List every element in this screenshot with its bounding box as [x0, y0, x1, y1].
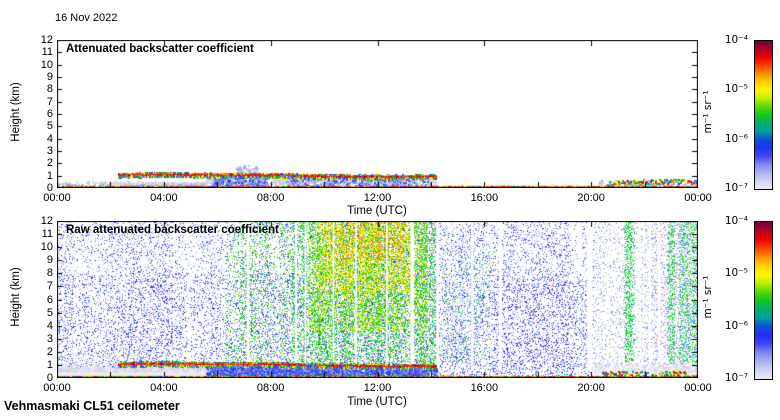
x-tick-label: 20:00: [577, 382, 605, 394]
date-label: 16 Nov 2022: [55, 12, 118, 24]
colorbar-top: [754, 40, 773, 190]
y-tick-label: 3: [46, 332, 53, 345]
y-tick-label: 1: [46, 169, 53, 182]
x-tick-label: 20:00: [577, 192, 605, 204]
y-tick-label: 0: [46, 372, 53, 384]
y-tick-label: 2: [46, 157, 53, 170]
raw-backscatter-heatmap: [57, 221, 698, 378]
x-axis-label-bottom: Time (UTC): [347, 396, 407, 408]
x-tick-label: 00:00: [684, 382, 712, 394]
raw-backscatter-panel: Raw attenuated backscatter coefficient: [57, 221, 698, 378]
y-tick-label: 1: [46, 358, 53, 371]
y-tick-label: 12: [40, 34, 53, 46]
attenuated-backscatter-heatmap: [57, 40, 698, 188]
y-tick-label: 6: [46, 108, 53, 120]
y-tick-label: 9: [46, 71, 53, 83]
y-tick-label: 5: [46, 306, 53, 319]
x-tick-label: 00:00: [684, 192, 712, 204]
y-tick-label: 11: [41, 46, 53, 59]
y-tick-label: 4: [46, 132, 53, 145]
y-tick-label: 6: [46, 293, 53, 306]
y-tick-label: 8: [46, 267, 53, 280]
x-tick-label: 08:00: [256, 382, 285, 394]
station-label: Vehmasmaki CL51 ceilometer: [4, 399, 180, 413]
x-tick-label: 04:00: [150, 382, 178, 394]
y-tick-label: 4: [46, 319, 53, 332]
x-tick-label: 12:00: [363, 382, 392, 394]
y-tick-label: 2: [46, 345, 53, 358]
y-tick-label: 7: [46, 95, 53, 108]
y-tick-label: 10: [40, 58, 53, 71]
y-tick-label: 9: [46, 254, 53, 267]
colorbar-tick-label: 10⁻⁵: [724, 267, 748, 280]
colorbar-tick-label: 10⁻⁶: [724, 132, 748, 145]
y-tick-label: 11: [41, 228, 53, 241]
attenuated-backscatter-panel: Attenuated backscatter coefficient: [57, 40, 698, 188]
x-tick-label: 16:00: [470, 382, 499, 394]
x-tick-label: 00:00: [43, 192, 71, 204]
y-tick-label: 0: [46, 182, 53, 194]
colorbar-tick-label: 10⁻⁴: [724, 215, 748, 227]
colorbar-tick-label: 10⁻⁷: [724, 182, 748, 194]
x-tick-label: 00:00: [43, 382, 71, 394]
colorbar-tick-label: 10⁻⁴: [724, 34, 748, 46]
y-tick-label: 12: [40, 215, 53, 227]
colorbar-bottom: [754, 221, 773, 380]
y-axis-label-top: Height (km): [10, 82, 22, 142]
colorbar-tick-label: 10⁻⁷: [724, 372, 748, 384]
x-tick-label: 16:00: [470, 192, 499, 204]
panel-title-raw: Raw attenuated backscatter coefficient: [66, 224, 279, 236]
y-tick-label: 3: [46, 145, 53, 157]
x-tick-label: 08:00: [256, 192, 285, 204]
x-tick-label: 12:00: [363, 192, 392, 204]
y-tick-label: 8: [46, 83, 53, 96]
y-tick-label: 7: [46, 280, 53, 293]
colorbar-tick-label: 10⁻⁵: [724, 83, 748, 96]
colorbar-tick-label: 10⁻⁶: [724, 319, 748, 332]
y-tick-label: 10: [40, 241, 53, 254]
x-axis-label-top: Time (UTC): [347, 205, 407, 217]
y-axis-label-bottom: Height (km): [10, 267, 22, 327]
y-tick-label: 5: [46, 120, 53, 133]
panel-title-attenuated: Attenuated backscatter coefficient: [66, 43, 254, 55]
x-tick-label: 04:00: [150, 192, 178, 204]
